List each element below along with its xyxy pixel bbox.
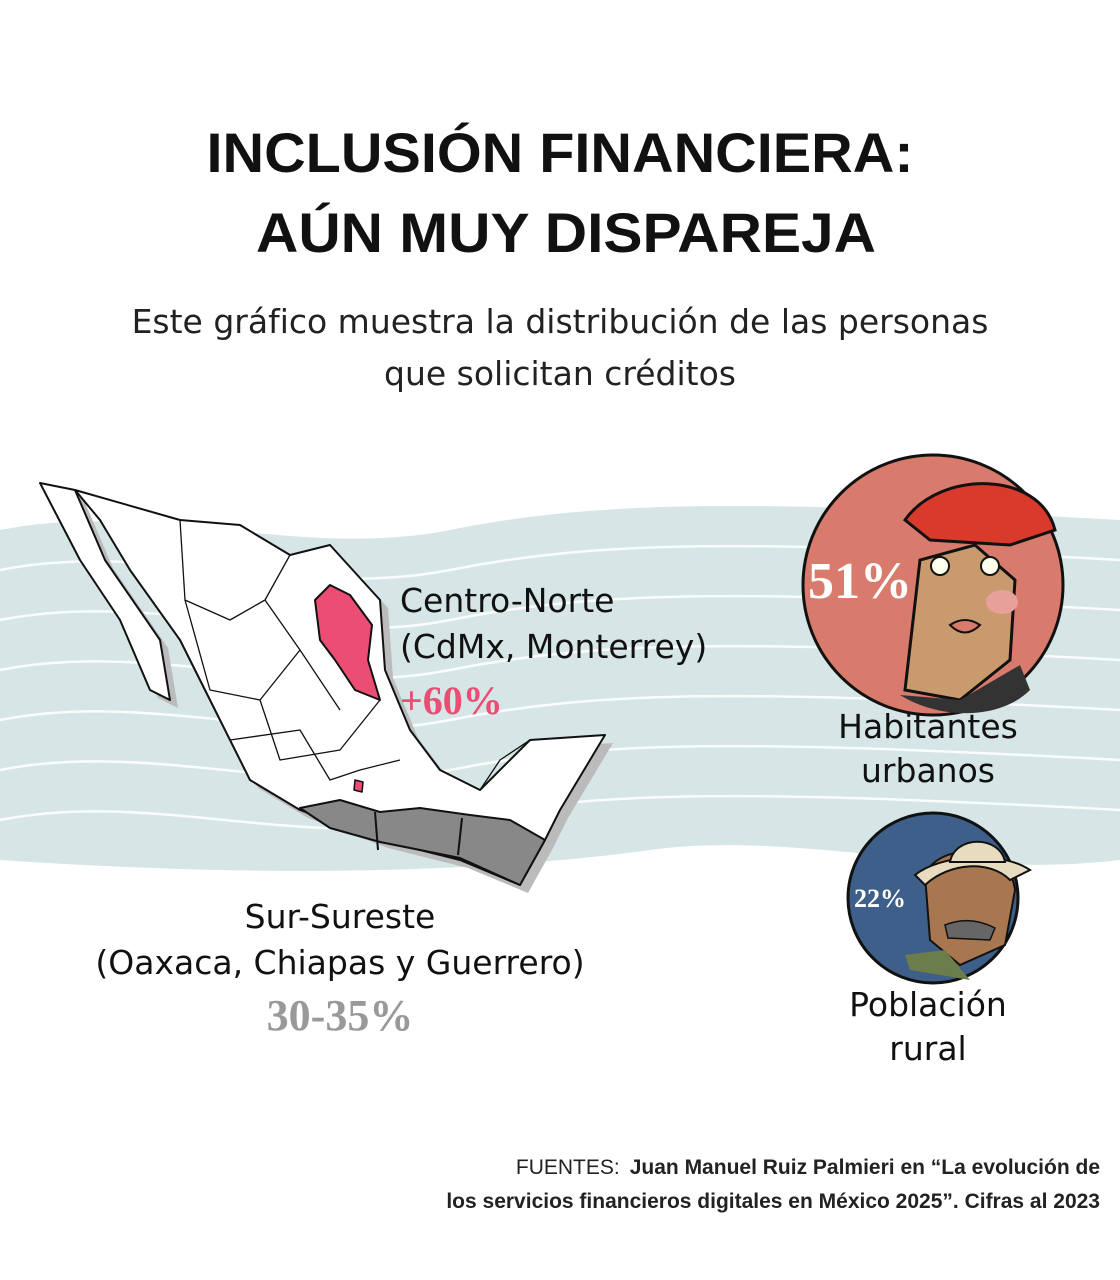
region-label: (CdMx, Monterrey) [400, 627, 707, 666]
group-figure: 22% [854, 884, 906, 913]
region-label: (Oaxaca, Chiapas y Guerrero) [95, 943, 584, 982]
group-figure: 51% [808, 553, 912, 610]
group-label: rural [889, 1029, 966, 1068]
group-label: Población [849, 985, 1007, 1024]
source: FUENTES: Juan Manuel Ruiz Palmieri en “La… [516, 1156, 1100, 1179]
source-text: los servicios financieros digitales en M… [446, 1190, 1100, 1213]
urban-portrait [801, 453, 1065, 717]
map [39, 482, 613, 893]
subtitle: Este gráfico muestra la distribución de … [132, 302, 989, 341]
title: AÚN MUY DISPAREJA [256, 201, 876, 264]
subtitle: que solicitan créditos [384, 354, 736, 393]
south-region [299, 799, 546, 886]
highlight-region [353, 779, 364, 793]
region-label: Sur-Sureste [245, 897, 436, 936]
region-label: Centro-Norte [400, 581, 614, 620]
source-label: FUENTES: [516, 1156, 620, 1179]
region-figure: +60% [400, 678, 503, 723]
source-text: Juan Manuel Ruiz Palmieri en “La evoluci… [630, 1156, 1100, 1179]
title: INCLUSIÓN FINANCIERA: [207, 121, 914, 184]
group-label: Habitantes [838, 707, 1018, 746]
rural-portrait [846, 811, 1032, 985]
region-figure: 30-35% [267, 991, 414, 1040]
group-label: urbanos [861, 751, 995, 790]
highlight-region [314, 584, 381, 701]
